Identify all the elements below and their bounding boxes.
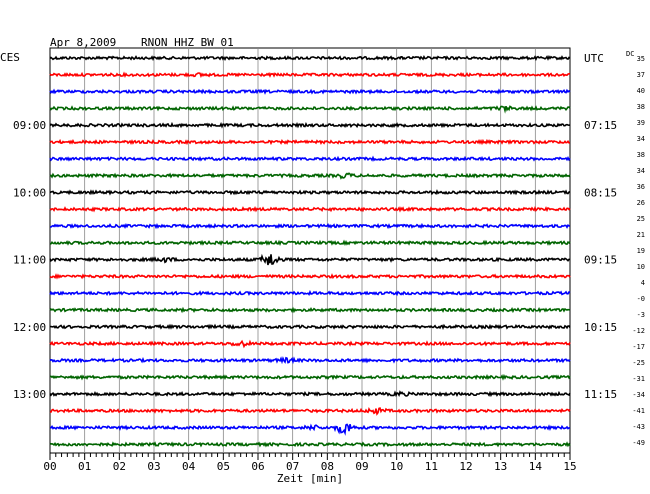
trace-line (49, 289, 571, 297)
dc-offset-label: 21 (637, 231, 645, 239)
left-hour-label: 13:00 (13, 388, 46, 401)
x-tick-label: 00 (43, 460, 56, 473)
dc-offset-label: -31 (632, 375, 645, 383)
trace-line (49, 423, 571, 436)
right-hour-label: 11:15 (584, 388, 617, 401)
x-tick-label: 09 (355, 460, 368, 473)
left-hour-labels: 09:00 10:00 11:00 12:00 13:00 (13, 119, 46, 401)
dc-offset-label: 35 (637, 55, 645, 63)
dc-offset-label: 4 (641, 279, 645, 287)
x-tick-label: 01 (78, 460, 91, 473)
dc-offset-labels: 35 37 40 38 39 34 38 34 36 26 25 21 19 10 4 -0 -3 -12 -17 -… (632, 55, 645, 447)
dc-offset-label: -25 (632, 359, 645, 367)
trace-line (49, 273, 571, 280)
x-tick-label: 02 (113, 460, 126, 473)
right-hour-label: 07:15 (584, 119, 617, 132)
dc-offset-label: 40 (637, 87, 645, 95)
trace-line (49, 323, 571, 330)
x-tick-label: 04 (182, 460, 196, 473)
left-timezone-label: CES (0, 51, 20, 64)
trace-line (49, 55, 571, 62)
dc-offset-label: -17 (632, 343, 645, 351)
trace-line (49, 390, 571, 398)
seismic-traces (49, 55, 571, 448)
dc-offset-label: -49 (632, 439, 645, 447)
trace-line (49, 441, 571, 448)
dc-offset-label: -34 (632, 391, 645, 399)
x-tick-label: 11 (425, 460, 438, 473)
trace-line (49, 407, 571, 416)
dc-offset-label: 26 (637, 199, 645, 207)
trace-line (49, 138, 571, 146)
x-tick-label: 14 (529, 460, 543, 473)
left-hour-label: 12:00 (13, 321, 46, 334)
x-tick-label: 06 (251, 460, 264, 473)
dc-offset-label: 36 (637, 183, 645, 191)
chart-date: Apr 8,2009 (50, 36, 116, 49)
trace-line (49, 155, 571, 162)
trace-line (49, 172, 571, 180)
trace-line (49, 356, 571, 365)
x-tick-label: 10 (390, 460, 403, 473)
dc-offset-label: -0 (637, 295, 645, 303)
right-hour-label: 08:15 (584, 186, 617, 199)
dc-offset-label: -43 (632, 423, 645, 431)
dc-offset-label: -41 (632, 407, 645, 415)
dc-offset-label: -3 (637, 311, 645, 319)
trace-line (49, 105, 571, 114)
x-axis-label: Zeit [min] (277, 472, 343, 485)
trace-line (49, 71, 571, 79)
dc-offset-label: 37 (637, 71, 645, 79)
trace-line (49, 253, 571, 266)
x-tick-label: 05 (217, 460, 230, 473)
station-code: RNON HHZ BW 01 (141, 36, 234, 49)
trace-line (49, 121, 571, 129)
trace-line (49, 306, 571, 314)
x-axis: 00 01 02 03 04 05 06 07 08 09 10 11 12 13 14 15 (43, 453, 577, 473)
right-hour-label: 09:15 (584, 254, 617, 267)
x-tick-label: 03 (147, 460, 160, 473)
trace-line (50, 222, 570, 230)
left-hour-label: 11:00 (13, 254, 46, 267)
left-hour-label: 09:00 (13, 119, 46, 132)
dc-offset-label: 19 (637, 247, 645, 255)
trace-line (49, 189, 571, 196)
trace-line (49, 239, 571, 247)
left-hour-label: 10:00 (13, 186, 46, 199)
x-tick-label: 07 (286, 460, 299, 473)
trace-line (49, 88, 571, 95)
dc-offset-label: 38 (637, 103, 645, 111)
right-hour-label: 10:15 (584, 321, 617, 334)
x-tick-label: 08 (321, 460, 334, 473)
right-hour-label: UTC (584, 52, 604, 65)
trace-line (49, 373, 571, 381)
trace-line (49, 205, 571, 213)
dc-offset-label: -12 (632, 327, 645, 335)
trace-line (49, 339, 571, 349)
dc-offset-label: 25 (637, 215, 645, 223)
dc-offset-label: 39 (637, 119, 645, 127)
dc-offset-label: 10 (637, 263, 645, 271)
dc-offset-label: 34 (637, 167, 645, 175)
x-tick-label: 15 (563, 460, 576, 473)
x-tick-label: 12 (459, 460, 472, 473)
dc-header-label: DC (626, 50, 634, 58)
x-tick-label: 13 (494, 460, 507, 473)
dc-offset-label: 34 (637, 135, 645, 143)
right-hour-labels: UTC 07:15 08:15 09:15 10:15 11:15 (584, 52, 617, 401)
dc-offset-label: 38 (637, 151, 645, 159)
minute-gridlines (84, 48, 536, 453)
